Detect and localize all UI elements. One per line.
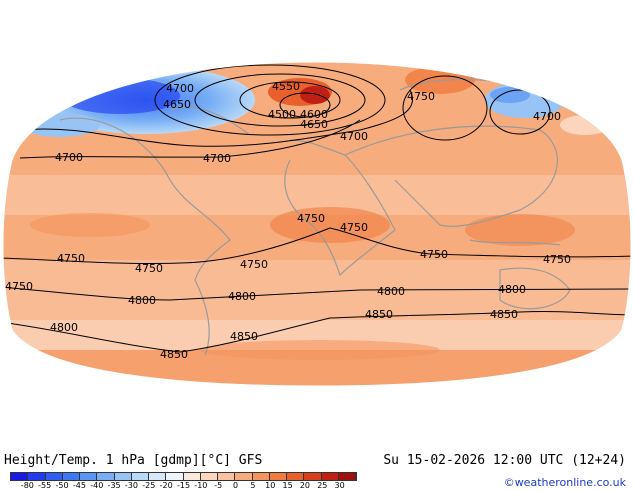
legend-tick-label: 5	[250, 481, 256, 490]
contour-label: 4700	[166, 82, 194, 95]
legend-swatch	[11, 473, 29, 480]
legend-tick-label: 20	[299, 481, 311, 490]
legend-swatch	[131, 473, 149, 480]
legend-tick-label: -10	[194, 481, 208, 490]
contour-label: 4500	[268, 108, 296, 121]
legend-swatch	[304, 473, 322, 480]
contour-label: 4750	[407, 90, 435, 103]
legend-tick-label: -50	[55, 481, 69, 490]
legend-swatch	[62, 473, 80, 480]
legend-tick-label: -20	[159, 481, 173, 490]
legend-tick-label: -45	[72, 481, 86, 490]
legend-swatch	[80, 473, 98, 480]
legend-tick-label: -15	[176, 481, 191, 490]
contour-label: 4750	[135, 262, 163, 275]
legend-swatch	[45, 473, 63, 480]
legend-swatch	[166, 473, 184, 480]
legend-swatch	[321, 473, 339, 480]
legend-color-bar	[10, 472, 357, 481]
legend-swatch	[97, 473, 115, 480]
contour-label: 4850	[230, 330, 258, 343]
contour-label: 4800	[50, 321, 78, 334]
contour-label: 4800	[128, 294, 156, 307]
valid-datetime: Su 15-02-2026 12:00 UTC (12+24)	[383, 453, 626, 468]
weather-map: 4700 4650 4550 4500 4600 4650 4750 4700 …	[2, 61, 632, 387]
contour-label: 4650	[300, 118, 328, 131]
legend-tick-label: -5	[214, 481, 223, 490]
legend-tick-label: -55	[38, 481, 52, 490]
contour-label: 4700	[340, 130, 368, 143]
contour-label: 4700	[55, 151, 83, 164]
legend-tick-label: 30	[334, 481, 345, 490]
contour-label: 4750	[420, 248, 448, 261]
legend-tick-label: -40	[90, 481, 104, 490]
legend-swatch	[235, 473, 253, 480]
legend-swatch	[252, 473, 270, 480]
contour-label: 4800	[498, 283, 526, 296]
legend-tick-label: 0	[233, 481, 239, 490]
contour-label: 4700	[533, 110, 561, 123]
legend-tick-label: -30	[124, 481, 138, 490]
legend-tick-label: 25	[317, 481, 328, 490]
contour-label: 4550	[272, 80, 300, 93]
legend-tick-label: -25	[142, 481, 156, 490]
legend-tick-label: -80	[20, 481, 34, 490]
legend-ticks: -80 -55 -50 -45 -40 -35 -30 -25 -20 -15 -10 -5 0 5 10 1…	[10, 481, 357, 491]
contour-labels: 4700 4650 4550 4500 4600 4650 4750 4700 …	[5, 80, 571, 361]
contour-label: 4800	[228, 290, 256, 303]
legend-swatch	[149, 473, 167, 480]
contour-label: 4750	[340, 221, 368, 234]
legend-tick-label: -35	[107, 481, 121, 490]
contour-label: 4850	[160, 348, 188, 361]
globe-outline	[2, 61, 632, 387]
contour-label: 4750	[5, 280, 33, 293]
legend-tick-label: 15	[282, 481, 293, 490]
map-title: Height/Temp. 1 hPa [gdmp][°C] GFS	[4, 453, 263, 468]
contour-label: 4750	[240, 258, 268, 271]
legend-swatch	[287, 473, 305, 480]
legend-swatch	[218, 473, 236, 480]
contour-label: 4650	[163, 98, 191, 111]
legend-swatch	[183, 473, 201, 480]
legend-swatch	[269, 473, 287, 480]
credit-link[interactable]: ©weatheronline.co.uk	[503, 476, 626, 489]
color-legend: -80 -55 -50 -45 -40 -35 -30 -25 -20 -15 -10 -5 0 5 10 1…	[10, 472, 357, 491]
legend-tick-label: 10	[265, 481, 276, 490]
height-contours	[3, 64, 631, 353]
legend-swatch	[200, 473, 218, 480]
contour-label: 4600	[300, 108, 328, 121]
map-footer: Height/Temp. 1 hPa [gdmp][°C] GFS Su 15-…	[0, 448, 634, 490]
legend-swatch	[338, 473, 356, 480]
legend-swatch	[114, 473, 132, 480]
contour-label: 4750	[543, 253, 571, 266]
contour-label: 4750	[297, 212, 325, 225]
contour-label: 4700	[203, 152, 231, 165]
contour-label: 4750	[57, 252, 85, 265]
contour-label: 4850	[365, 308, 393, 321]
contour-label: 4800	[377, 285, 405, 298]
contour-label: 4850	[490, 308, 518, 321]
legend-swatch	[28, 473, 46, 480]
coastlines	[59, 78, 571, 356]
